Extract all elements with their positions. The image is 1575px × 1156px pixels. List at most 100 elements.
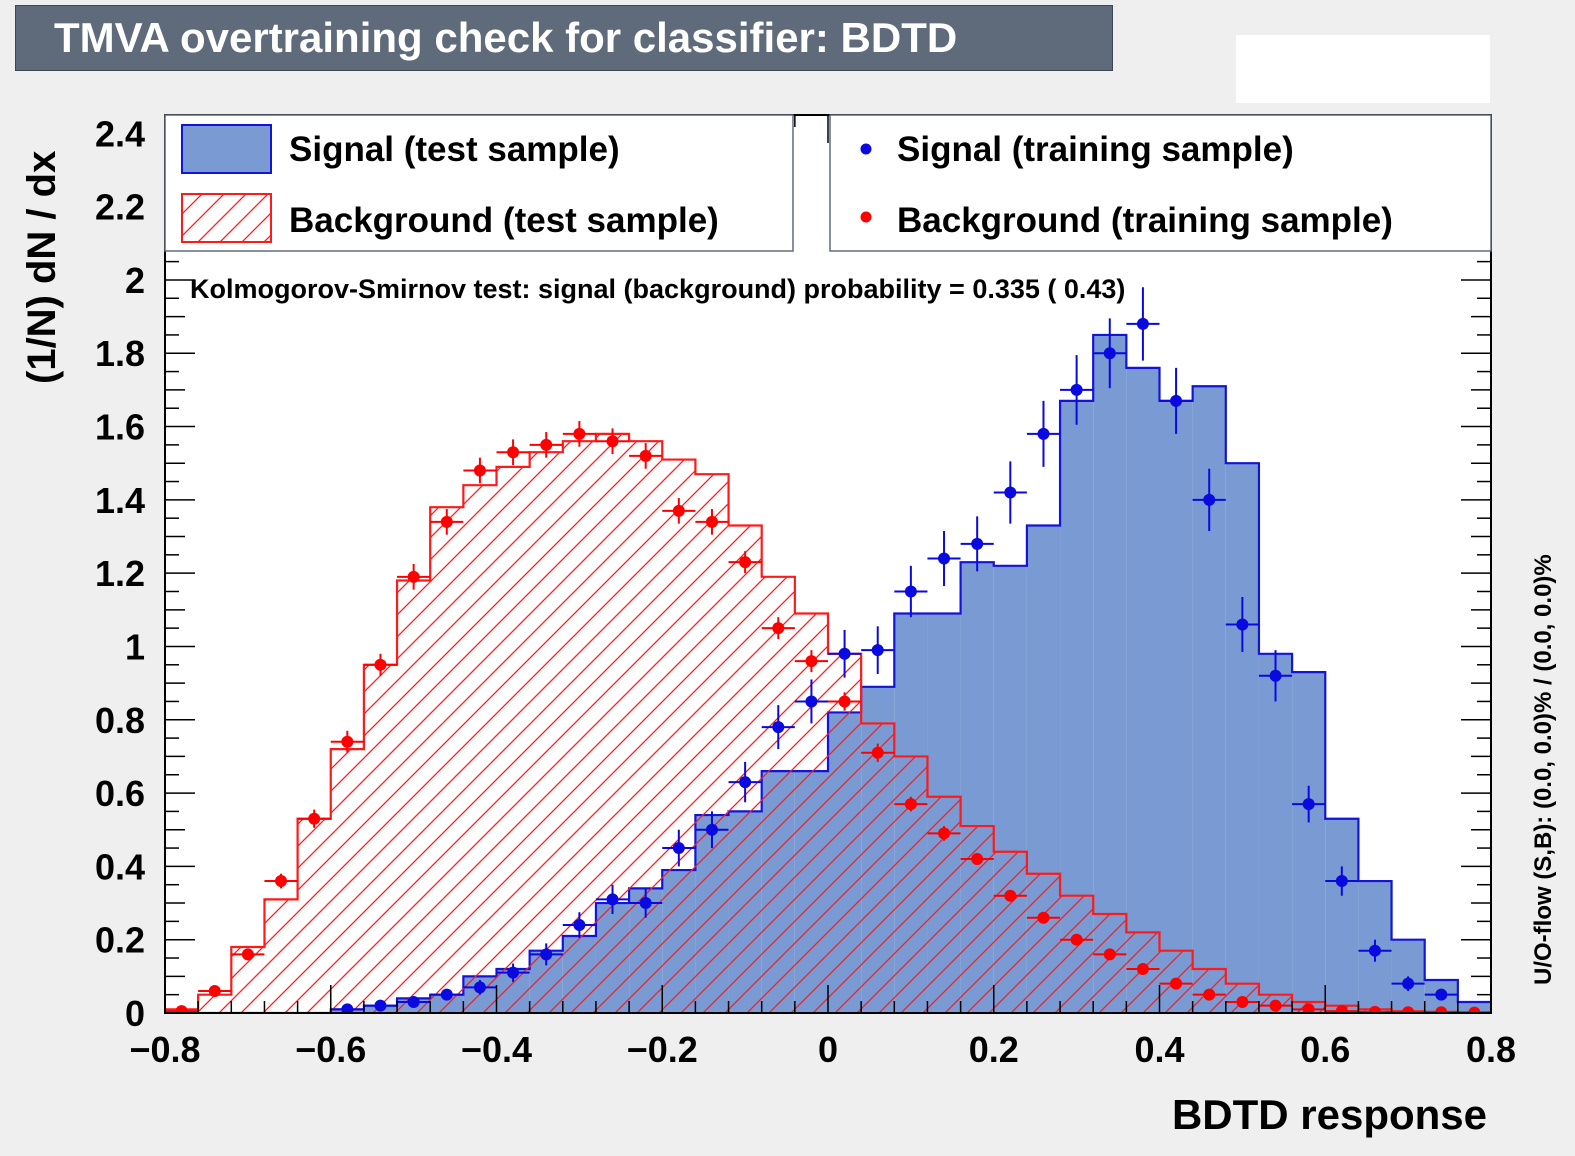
signal-train-marker [1302,798,1315,811]
signal-train-point [662,829,696,867]
background-train-point [794,650,828,673]
background-train-marker [1368,1005,1381,1013]
x-tick-label: 0.8 [1466,1029,1516,1070]
background-train-marker [407,570,420,583]
signal-train-point [496,963,530,982]
background-train-marker [739,556,752,569]
signal-train-marker [1402,977,1415,990]
signal-train-marker [1269,669,1282,682]
signal-train-marker [705,823,718,836]
y-tick-label: 0 [125,993,145,1034]
background-train-marker [1170,977,1183,990]
background-train-marker [1236,996,1249,1009]
signal-test-bin [1225,463,1259,1013]
signal-train-point [562,912,596,938]
signal-train-marker [1203,493,1216,506]
signal-train-point [1325,866,1359,896]
background-train-point [861,743,895,762]
background-train-marker [1435,1006,1448,1013]
signal-test-bin [1258,653,1293,1013]
signal-train-point [595,884,630,915]
x-axis-label: BDTD response [1172,1091,1487,1138]
signal-train-point [1424,988,1458,1001]
legend-swatch-signal-test [181,124,272,174]
background-train-point [761,617,795,640]
background-train-marker [705,515,718,528]
background-train-point [1225,996,1259,1009]
signal-train-marker [440,988,453,1001]
background-train-point [1258,999,1293,1012]
background-train-marker [473,464,486,477]
background-train-marker [308,812,321,825]
signal-train-marker [1070,383,1083,396]
background-train-marker [672,504,685,517]
background-train-marker [275,875,288,888]
signal-train-marker [1004,486,1017,499]
signal-train-point [1026,400,1061,467]
y-tick-label: 2.2 [95,187,145,228]
y-tick-label: 1.8 [95,333,145,374]
y-tick-label: 1.6 [95,407,145,448]
background-train-point [562,421,596,447]
legend-swatch-background-test [181,193,272,243]
background-train-point [894,796,928,812]
chart-title: TMVA overtraining check for classifier: … [15,5,1113,71]
background-train-marker [772,622,785,635]
signal-train-point [363,999,398,1012]
background-train-point [496,439,530,466]
background-test-hatch [165,433,1491,1013]
background-train-point [1292,1003,1326,1013]
signal-train-point [828,629,862,678]
background-train-marker [341,735,354,748]
background-train-point [993,889,1027,902]
background-train-marker [1103,948,1116,961]
signal-train-point [430,988,464,1001]
background-train-point [1159,977,1193,990]
x-tick-label: −0.8 [129,1029,200,1070]
signal-test-bin [1126,367,1160,1013]
background-train-point [1325,1005,1359,1013]
background-train-point [231,948,265,961]
y-tick-label: 0.2 [95,920,145,961]
legend-label-background-test: Background (test sample) [289,201,719,240]
signal-train-marker [938,552,951,565]
signal-train-marker [473,981,486,994]
signal-train-point [1292,785,1326,823]
signal-train-point [1126,287,1160,361]
background-train-point [728,551,762,574]
background-train-marker [540,438,553,451]
signal-train-point [728,761,762,803]
signal-train-point [629,888,663,918]
y-axis-label: (1/N) dN / dx [20,151,64,384]
background-train-marker [805,655,818,668]
signal-train-marker [507,966,520,979]
background-train-point [1060,933,1094,946]
background-train-marker [1269,999,1282,1012]
background-test-outline [165,432,1491,1013]
background-train-marker [1203,988,1216,1001]
background-train-point [165,1005,199,1013]
signal-train-point [794,679,828,724]
background-train-point [1093,948,1127,961]
signal-train-marker [1435,988,1448,1001]
signal-train-point [1258,650,1293,702]
background-train-marker [507,446,520,459]
signal-test-bin [1159,400,1193,1013]
background-train-point [828,692,862,711]
x-tick-label: 0.4 [1134,1029,1184,1070]
signal-train-marker [1236,618,1249,631]
signal-train-marker [606,893,619,906]
signal-train-point [1225,596,1259,652]
signal-train-point [761,705,795,750]
background-train-point [397,564,431,590]
background-train-marker [1037,911,1050,924]
background-train-point [297,809,331,828]
y-tick-label: 0.6 [95,773,145,814]
background-train-marker [208,985,221,998]
y-tick-label: 0.8 [95,700,145,741]
background-train-marker [1070,933,1083,946]
legend-label-signal-test: Signal (test sample) [289,130,620,169]
background-train-point [463,457,497,484]
background-train-marker [1302,1003,1315,1013]
